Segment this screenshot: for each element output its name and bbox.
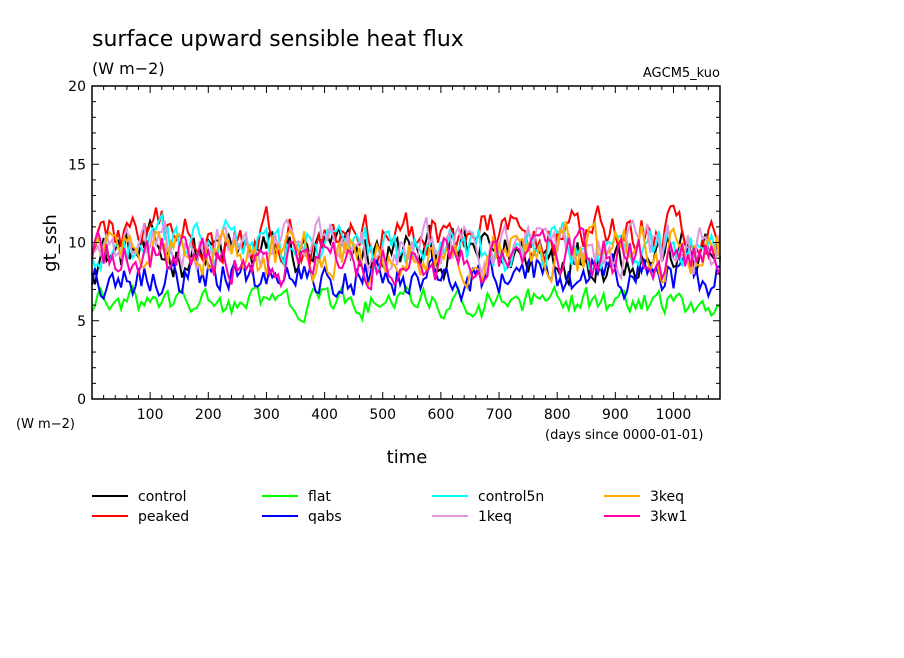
y-tick-label: 10	[68, 236, 86, 252]
legend-label-3keq: 3keq	[650, 489, 684, 505]
y-axis-units: (W m−2)	[16, 417, 75, 432]
y-axis-title: gt_ssh	[40, 214, 61, 272]
x-tick-label: 600	[428, 407, 455, 423]
series-line-3kw1	[91, 226, 721, 291]
x-tick-label: 500	[369, 407, 396, 423]
x-axis-units: (days since 0000-01-01)	[545, 428, 703, 443]
axes-layer: 100 200 300 400 500 600 700 800 900 1000 0 5 10 15 20	[68, 79, 721, 423]
y-tick-label: 15	[68, 157, 86, 173]
y-tick-label: 20	[68, 79, 86, 95]
y-tick-label: 5	[77, 314, 86, 330]
x-tick-label: 900	[602, 407, 629, 423]
x-tick-label: 100	[137, 407, 164, 423]
model-label: AGCM5_kuo	[643, 66, 720, 81]
legend-label-1keq: 1keq	[478, 509, 512, 525]
x-axis-title: time	[387, 447, 428, 468]
x-tick-label: 400	[311, 407, 338, 423]
legend-label-3kw1: 3kw1	[650, 509, 687, 525]
legend-label-peaked: peaked	[138, 509, 189, 525]
x-tick-label: 800	[544, 407, 571, 423]
legend-label-flat: flat	[308, 489, 331, 505]
x-tick-label: 300	[253, 407, 280, 423]
legend-label-qabs: qabs	[308, 509, 342, 525]
x-tick-label: 200	[195, 407, 222, 423]
series-layer	[91, 204, 721, 324]
chart-title: surface upward sensible heat flux	[92, 27, 464, 52]
legend-label-control: control	[138, 489, 187, 505]
legend: control peaked flat qabs control5n 1keq 3keq 3k…	[92, 489, 687, 525]
legend-label-control5n: control5n	[478, 489, 544, 505]
y-tick-label: 0	[77, 392, 86, 408]
x-tick-label: 700	[486, 407, 513, 423]
x-tick-label: 1000	[656, 407, 692, 423]
chart-units: (W m−2)	[92, 59, 165, 78]
